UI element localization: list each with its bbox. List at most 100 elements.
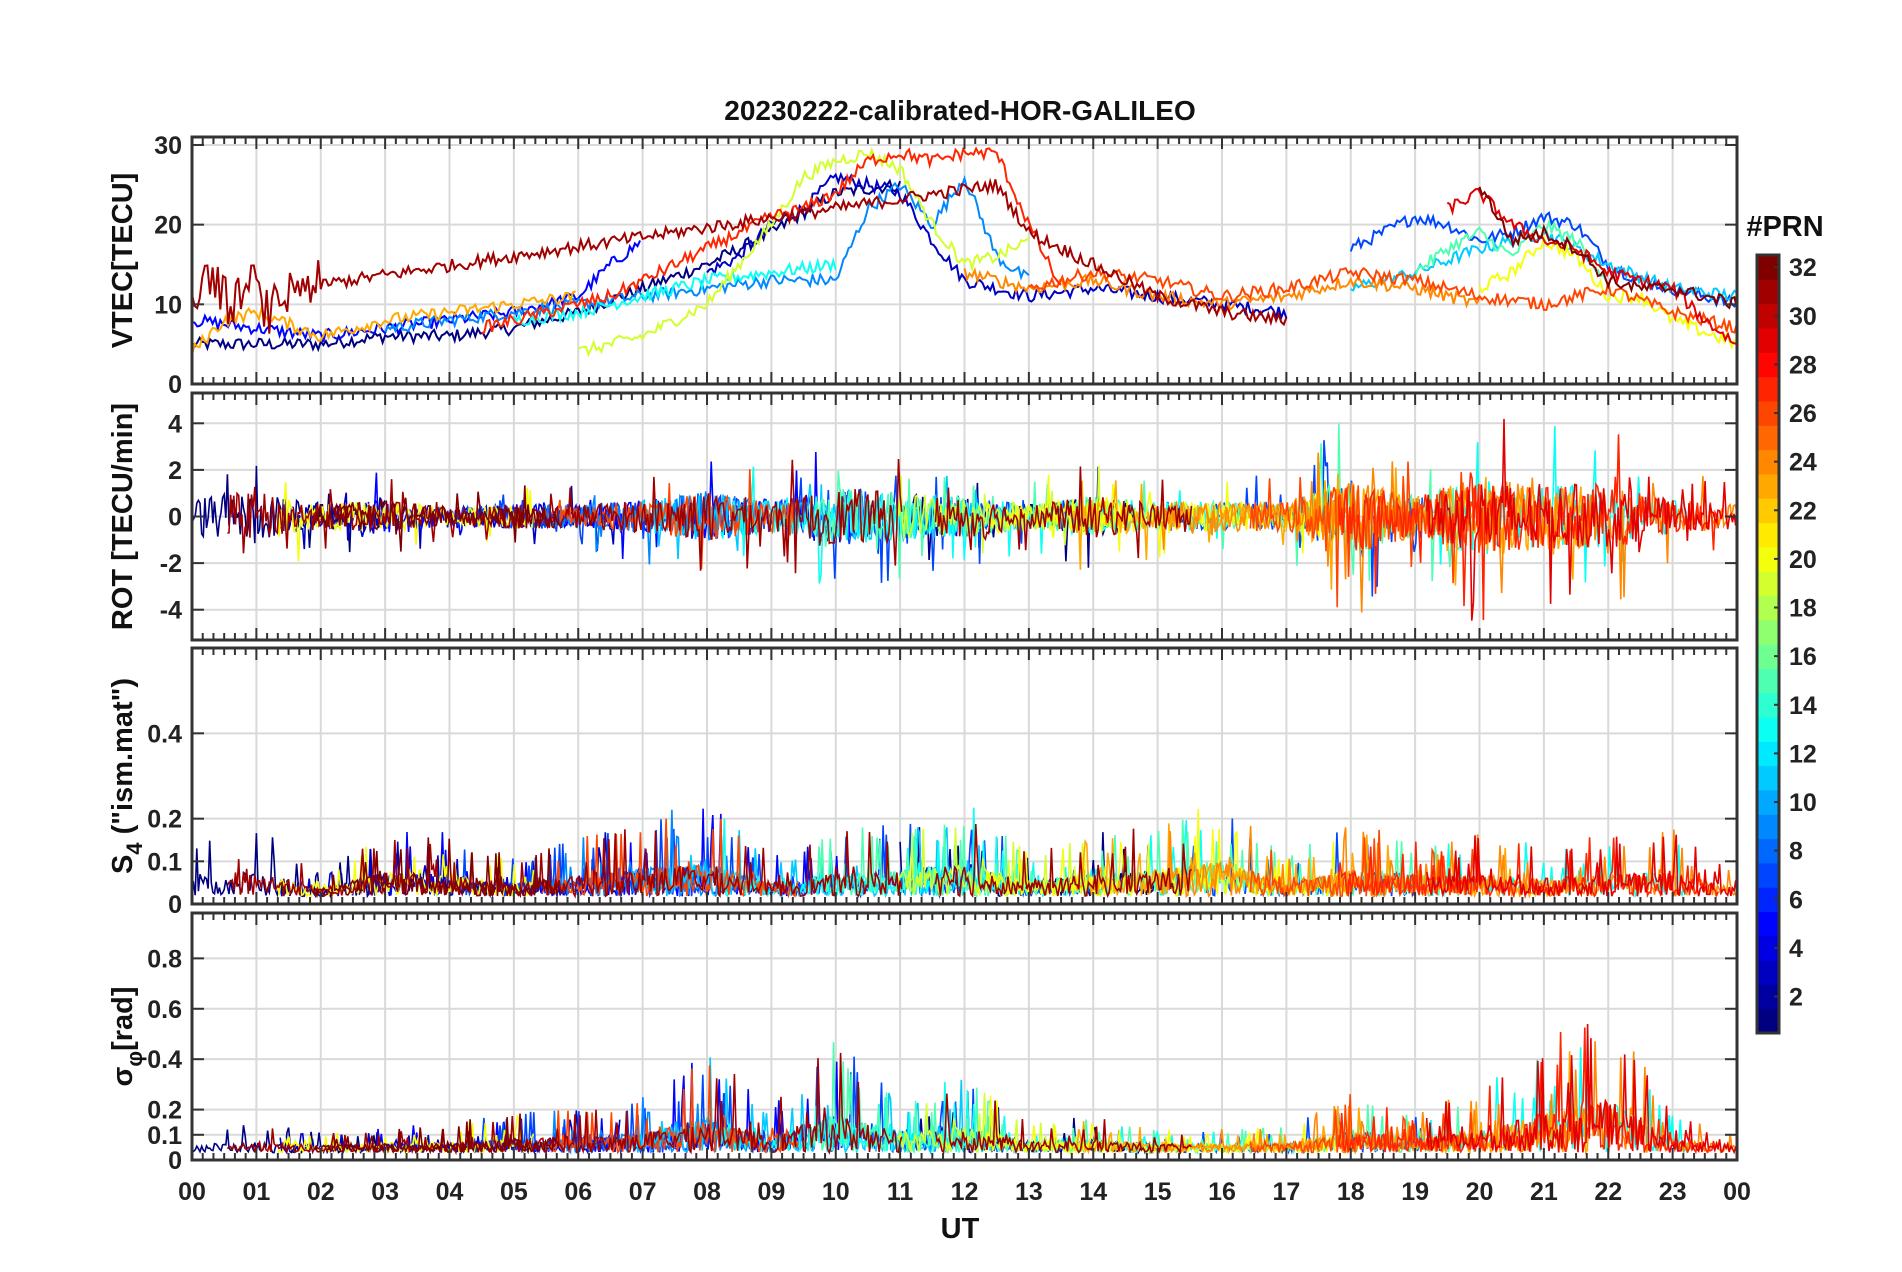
y-tick-label: 0 bbox=[168, 371, 182, 399]
vtec-series-prn-7 bbox=[1349, 211, 1737, 308]
y-tick-label: 0 bbox=[168, 1147, 182, 1175]
vtec-series-prn-15 bbox=[1414, 218, 1609, 285]
colorbar-tick-label: 32 bbox=[1789, 254, 1817, 282]
sigma-series-prn-31 bbox=[934, 1093, 1192, 1155]
x-tick-label: 07 bbox=[629, 1178, 657, 1206]
colorbar-segment bbox=[1757, 716, 1779, 742]
colorbar-tick-label: 10 bbox=[1789, 789, 1817, 817]
panel-s4: 00.10.20.4S4 ("ism.mat") bbox=[107, 646, 1739, 919]
x-tick-label: 02 bbox=[307, 1178, 335, 1206]
x-tick-label: 01 bbox=[242, 1178, 270, 1206]
colorbar-segment bbox=[1757, 765, 1779, 791]
colorbar-box bbox=[1755, 253, 1781, 1035]
data-layer bbox=[192, 807, 1737, 900]
rot-series-prn-27 bbox=[1337, 434, 1720, 621]
y-label-main: σ bbox=[107, 1067, 139, 1087]
colorbar-tick-label: 12 bbox=[1789, 740, 1817, 768]
data-layer bbox=[192, 1023, 1737, 1156]
y-label-main: S bbox=[107, 855, 139, 874]
x-tick-label: 18 bbox=[1337, 1178, 1365, 1206]
sigma-series-prn-29 bbox=[1425, 1023, 1737, 1155]
x-tick-label: 14 bbox=[1079, 1178, 1107, 1206]
rot-series-prn-32 bbox=[314, 485, 560, 552]
s4-series-prn-26 bbox=[1249, 829, 1483, 898]
colorbar-segment bbox=[1757, 376, 1779, 402]
y-tick-label: 30 bbox=[154, 132, 182, 160]
vtec-series-prn-24 bbox=[963, 267, 1481, 313]
colorbar-tick-label: 20 bbox=[1789, 546, 1817, 574]
y-axis-label-sigma: σφ[rad] bbox=[107, 986, 147, 1086]
rot-series-prn-29 bbox=[1425, 418, 1737, 621]
sigma-series-prn-1 bbox=[192, 1125, 386, 1155]
colorbar-segment bbox=[1757, 935, 1779, 961]
y-label-sub: 4 bbox=[122, 842, 147, 855]
y-tick-label: 0 bbox=[168, 504, 182, 532]
colorbar-tick-label: 30 bbox=[1789, 303, 1817, 331]
data-layer bbox=[192, 418, 1737, 621]
colorbar-tick-label: 16 bbox=[1789, 643, 1817, 671]
rot-series-prn-20 bbox=[984, 474, 1354, 558]
x-tick-label: 16 bbox=[1208, 1178, 1236, 1206]
vtec-series-prn-27 bbox=[481, 146, 1062, 335]
rot-series-prn-26 bbox=[541, 469, 799, 570]
colorbar-segment bbox=[1757, 692, 1779, 718]
s4-series-prn-31 bbox=[934, 823, 1193, 898]
colorbar-segment bbox=[1757, 546, 1779, 572]
colorbar-tick-label: 14 bbox=[1789, 692, 1817, 720]
colorbar-segment bbox=[1757, 814, 1779, 840]
rot-series-prn-31 bbox=[934, 466, 1193, 559]
x-tick-label: 13 bbox=[1015, 1178, 1043, 1206]
y-tick-label: 0.6 bbox=[147, 996, 182, 1024]
x-tick-label: 15 bbox=[1144, 1178, 1172, 1206]
y-axis-label-rot: ROT [TECU/min] bbox=[107, 403, 139, 630]
y-tick-label: 0.1 bbox=[147, 1122, 182, 1150]
colorbar-segment bbox=[1757, 303, 1779, 329]
colorbar-segment bbox=[1757, 741, 1779, 767]
x-tick-label: 03 bbox=[371, 1178, 399, 1206]
vtec-series-prn-32 bbox=[1478, 186, 1737, 310]
x-tick-label: 04 bbox=[436, 1178, 464, 1206]
colorbar-tick-label: 22 bbox=[1789, 497, 1817, 525]
colorbar-segment bbox=[1757, 911, 1779, 937]
panel-vtec: 0 10 20 30 VTEC[TECU] bbox=[107, 132, 1739, 399]
y-axis-label-vtec: VTEC[TECU] bbox=[107, 173, 139, 349]
colorbar-tick-label: 18 bbox=[1789, 595, 1817, 623]
colorbar-segment bbox=[1757, 255, 1779, 280]
colorbar-segment bbox=[1757, 838, 1779, 864]
y-tick-label: 0.2 bbox=[147, 1097, 182, 1125]
vtec-series-prn-19 bbox=[577, 146, 1030, 358]
vtec-series-prn-31 bbox=[192, 177, 1288, 334]
y-tick-label: -4 bbox=[160, 597, 182, 625]
colorbar-segment bbox=[1757, 960, 1779, 985]
s4-series-prn-29 bbox=[1425, 834, 1737, 898]
y-label-rest: ("ism.mat") bbox=[107, 678, 139, 842]
y-tick-label: 2 bbox=[168, 457, 182, 485]
panel-rot: -4 -2 0 2 4 ROT [TECU/min] bbox=[107, 391, 1739, 642]
vtec-series-prn-13 bbox=[513, 256, 837, 326]
colorbar-tick-label: 2 bbox=[1789, 984, 1803, 1012]
colorbar-segment bbox=[1757, 449, 1779, 475]
x-axis-label: UT bbox=[941, 1213, 980, 1245]
sigma-series-prn-31 bbox=[226, 1052, 903, 1156]
x-tick-label: 12 bbox=[951, 1178, 979, 1206]
colorbar-tick-label: 8 bbox=[1789, 838, 1803, 866]
vtec-series-prn-26 bbox=[1028, 264, 1737, 334]
colorbar-segment bbox=[1757, 619, 1779, 645]
y-tick-label: 0 bbox=[168, 891, 182, 919]
vtec-series-prn-20 bbox=[1478, 233, 1737, 350]
colorbar-segment bbox=[1757, 400, 1779, 426]
panel-sigma: 00.10.20.40.60.8σφ[rad] bbox=[107, 911, 1739, 1175]
colorbar-label: #PRN bbox=[1746, 211, 1823, 243]
colorbar-tick-label: 6 bbox=[1789, 886, 1803, 914]
y-tick-label: 0.4 bbox=[147, 1046, 182, 1074]
y-tick-label: 0.1 bbox=[147, 848, 182, 876]
chart-title: 20230222-calibrated-HOR-GALILEO bbox=[724, 95, 1196, 126]
x-axis: 00 01 02 03 04 05 06 07 08 09 10 11 12 13 14 15 16 17 18 19… bbox=[178, 1178, 1751, 1206]
colorbar-segment bbox=[1757, 352, 1779, 378]
sigma-series-prn-32 bbox=[314, 1113, 560, 1154]
colorbar-segment bbox=[1757, 425, 1779, 451]
vtec-series-prn-1 bbox=[192, 178, 902, 353]
x-tick-label: 20 bbox=[1466, 1178, 1494, 1206]
x-tick-label: 22 bbox=[1594, 1178, 1622, 1206]
